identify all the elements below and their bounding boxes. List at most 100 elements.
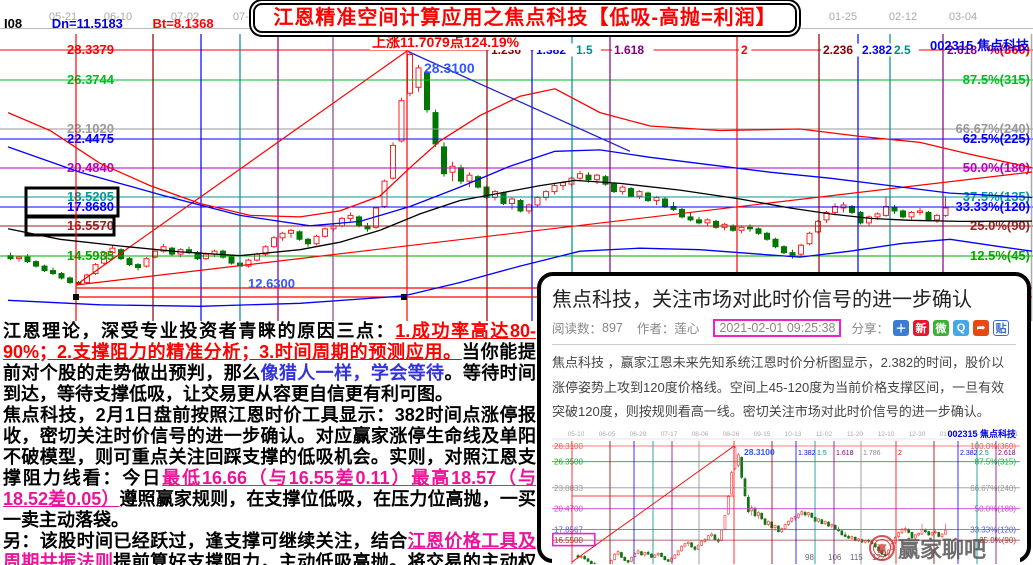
svg-text:2.5: 2.5 bbox=[979, 450, 989, 457]
analysis-text: 江恩理论，深受专业投资者青睐的原因三点：1.成功率高达80-90%；2.支撑阻力… bbox=[3, 321, 536, 565]
svg-text:07-02: 07-02 bbox=[171, 11, 199, 23]
text-run: 焦点科技，2月1日盘前按照江恩时价工具显示：382时间点涨停报收，密切关注时价信… bbox=[3, 405, 536, 488]
dn-value: Dn=11.5183 bbox=[51, 16, 123, 31]
share-wechat-icon[interactable]: 微 bbox=[933, 319, 949, 336]
svg-text:98: 98 bbox=[805, 553, 814, 562]
share-plus-icon[interactable]: ＋ bbox=[893, 319, 909, 336]
svg-text:12-30: 12-30 bbox=[909, 431, 926, 438]
svg-text:28.3100: 28.3100 bbox=[424, 60, 475, 76]
share-forward-icon[interactable]: ➦ bbox=[973, 319, 989, 336]
svg-text:2.382: 2.382 bbox=[862, 43, 892, 57]
text-run: 江恩价格工具及周期共振法则 bbox=[3, 531, 536, 565]
mini-chart: 05-10 06-05 06-29 07-17 08-06 08-26 09-15 10-13… bbox=[552, 428, 1020, 565]
text-run: 遵照赢家规则，在支撑位低吸，在压力位高抛，一买一卖主动落袋。 bbox=[3, 489, 537, 530]
svg-text:02-08: 02-08 bbox=[971, 431, 988, 438]
text-run: 像猎人一样，学会等待 bbox=[260, 363, 445, 383]
svg-text:01-20: 01-20 bbox=[940, 431, 957, 438]
svg-text:08-06: 08-06 bbox=[692, 431, 709, 438]
publish-datetime: 2021-02-01 09:25:38 bbox=[713, 318, 842, 337]
svg-text:%(360): %(360) bbox=[988, 42, 1030, 57]
svg-text:66.67%(240): 66.67%(240) bbox=[956, 121, 1030, 136]
svg-text:1.382: 1.382 bbox=[798, 450, 816, 457]
indicator-code: I08 bbox=[4, 16, 23, 31]
stock-symbol: 002315 焦点科技 bbox=[930, 35, 1029, 54]
text-run: 。等待时间到达，等待支撑低吸，让交易更从容更自信更有利可图。 bbox=[3, 363, 537, 404]
main-chart: 05-21 06-10 07-02 07-22 01-25 02-12 03-0428.33… bbox=[0, 11, 1033, 321]
watermark: 赢 赢家聊吧 bbox=[869, 535, 986, 562]
svg-text:50.0%(180): 50.0%(180) bbox=[963, 160, 1030, 175]
svg-text:1.5: 1.5 bbox=[817, 450, 827, 457]
svg-text:2.5: 2.5 bbox=[894, 43, 911, 57]
svg-text:33.33%(120): 33.33%(120) bbox=[970, 526, 1016, 535]
svg-text:66.67%(240): 66.67%(240) bbox=[970, 484, 1016, 493]
svg-text:11-20: 11-20 bbox=[847, 431, 864, 438]
svg-text:赢: 赢 bbox=[877, 543, 886, 554]
reads-count: 897 bbox=[602, 320, 623, 335]
svg-text:1.618: 1.618 bbox=[614, 43, 644, 57]
article-meta: 阅读数： 897 作者： 莲心 2021-02-01 09:25:38 分享： … bbox=[552, 318, 1016, 337]
svg-text:16.5570: 16.5570 bbox=[67, 218, 114, 233]
svg-text:12.6300: 12.6300 bbox=[248, 276, 295, 291]
svg-text:22.4475: 22.4475 bbox=[67, 131, 114, 146]
indicator-bar: I08 Dn=11.5183 Bt=8.1368 bbox=[4, 16, 240, 31]
share-tieba-icon[interactable]: 贴 bbox=[993, 319, 1009, 336]
svg-text:25.0%(90): 25.0%(90) bbox=[970, 218, 1030, 233]
svg-text:上涨11.7079点124.19%: 上涨11.7079点124.19% bbox=[372, 34, 520, 50]
svg-text:12-10: 12-10 bbox=[878, 431, 895, 438]
svg-text:2.382: 2.382 bbox=[960, 450, 978, 457]
svg-text:87.5%(315): 87.5%(315) bbox=[975, 458, 1017, 467]
share-label: 分享： bbox=[851, 322, 889, 336]
svg-text:1.5: 1.5 bbox=[576, 43, 593, 57]
svg-text:26.3744: 26.3744 bbox=[67, 72, 115, 87]
share-qq-icon[interactable]: Q bbox=[953, 319, 969, 336]
svg-text:002315 焦点科技: 002315 焦点科技 bbox=[947, 428, 1017, 439]
svg-text:106: 106 bbox=[828, 553, 842, 562]
text-run: 江恩理论，深受专业投资者青睐的原因三点： bbox=[3, 321, 396, 341]
svg-text:33.33%(120): 33.33%(120) bbox=[956, 199, 1030, 214]
svg-text:115: 115 bbox=[850, 553, 863, 562]
svg-text:37.5%(135): 37.5%(135) bbox=[963, 189, 1030, 204]
svg-text:28.3100: 28.3100 bbox=[554, 442, 583, 451]
svg-text:05-21: 05-21 bbox=[49, 11, 77, 23]
svg-text:02-12: 02-12 bbox=[889, 11, 917, 23]
svg-text:25.0%(90): 25.0%(90) bbox=[979, 536, 1016, 545]
svg-text:12.5%(45): 12.5%(45) bbox=[970, 248, 1030, 263]
svg-text:01-25: 01-25 bbox=[829, 11, 857, 23]
svg-text:2.618: 2.618 bbox=[998, 450, 1016, 457]
svg-text:2: 2 bbox=[741, 43, 748, 57]
svg-text:06-05: 06-05 bbox=[599, 431, 616, 438]
text-run: 最低16.66（与16.55差0.11）最高18.57（与18.52差0.05） bbox=[3, 468, 536, 509]
svg-text:16.5500: 16.5500 bbox=[554, 536, 583, 545]
analysis-paragraph: 焦点科技，2月1日盘前按照江恩时价工具显示：382时间点涨停报收，密切关注时价信… bbox=[3, 405, 536, 531]
svg-text:62.5%(225): 62.5%(225) bbox=[963, 131, 1030, 146]
article-panel: 焦点科技，关注市场对此时价信号的进一步确认 阅读数： 897 作者： 莲心 20… bbox=[537, 272, 1031, 565]
text-run: 另：该股时间已经跃过，逢支撑可继续关注，结合 bbox=[3, 531, 408, 551]
author-name: 莲心 bbox=[674, 322, 700, 336]
svg-text:03-04: 03-04 bbox=[949, 11, 977, 23]
svg-text:87.5%(315): 87.5%(315) bbox=[963, 72, 1030, 87]
svg-text:2.618: 2.618 bbox=[947, 43, 977, 57]
svg-text:20.4840: 20.4840 bbox=[67, 160, 114, 175]
svg-text:23.0833: 23.0833 bbox=[554, 484, 583, 493]
svg-text:20.4700: 20.4700 bbox=[554, 505, 583, 514]
text-run: 提前算好支撑阻力，主动低吸高抛。将交易的主动权牢牢的抓在自己手中！喜欢江恩时价分… bbox=[113, 552, 536, 565]
svg-text:23.1020: 23.1020 bbox=[67, 121, 114, 136]
text-run: 当你能提前对个股的走势做出预判，那么 bbox=[3, 342, 536, 383]
article-title: 焦点科技，关注市场对此时价信号的进一步确认 bbox=[552, 289, 972, 311]
divider bbox=[552, 344, 1016, 345]
author-label: 作者： bbox=[636, 322, 675, 336]
svg-text:100.0%(360): 100.0%(360) bbox=[970, 442, 1016, 451]
svg-text:18.5205: 18.5205 bbox=[67, 189, 114, 204]
share-weibo-icon[interactable]: 新 bbox=[913, 319, 929, 336]
svg-text:07-17: 07-17 bbox=[661, 431, 678, 438]
stock-name: 焦点科技 bbox=[976, 38, 1029, 53]
svg-text:03-01: 03-01 bbox=[1002, 431, 1019, 438]
svg-text:10-13: 10-13 bbox=[785, 431, 802, 438]
svg-text:17.8567: 17.8567 bbox=[554, 526, 583, 535]
bt-value: Bt=8.1368 bbox=[152, 16, 214, 31]
svg-text:122: 122 bbox=[872, 553, 886, 562]
svg-text:14.5935: 14.5935 bbox=[67, 248, 114, 263]
svg-text:06-29: 06-29 bbox=[630, 431, 647, 438]
analysis-paragraph: 另：该股时间已经跃过，逢支撑可继续关注，结合江恩价格工具及周期共振法则提前算好支… bbox=[3, 531, 536, 565]
